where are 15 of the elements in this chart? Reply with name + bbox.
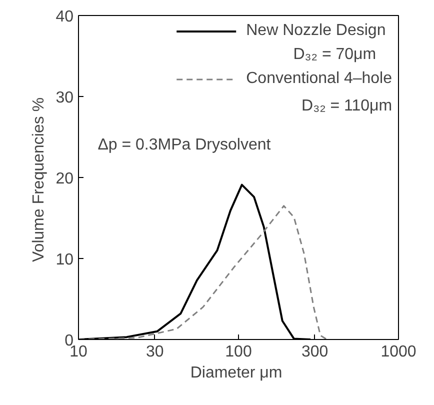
annotation: D₃₂ = 110μm	[302, 98, 392, 115]
y-tick-label: 30	[56, 90, 74, 106]
x-tick-label: 1000	[380, 344, 416, 360]
annotation: D₃₂ = 70μm	[293, 46, 376, 63]
y-axis-title: Volume Frequencies %	[30, 97, 48, 262]
legend-label: Conventional 4–hole	[246, 70, 392, 88]
y-tick-label: 20	[56, 170, 74, 188]
x-tick-label: 30	[146, 344, 164, 360]
y-tick-label: 40	[56, 8, 74, 26]
x-tick-label: 300	[301, 344, 328, 360]
x-tick-label: 100	[225, 344, 252, 360]
annotation: Δp = 0.3MPa Drysolvent	[98, 136, 272, 154]
y-tick-label: 10	[56, 252, 74, 268]
x-axis-title: Diameter μm	[190, 364, 282, 382]
legend-label: New Nozzle Design	[246, 22, 386, 40]
